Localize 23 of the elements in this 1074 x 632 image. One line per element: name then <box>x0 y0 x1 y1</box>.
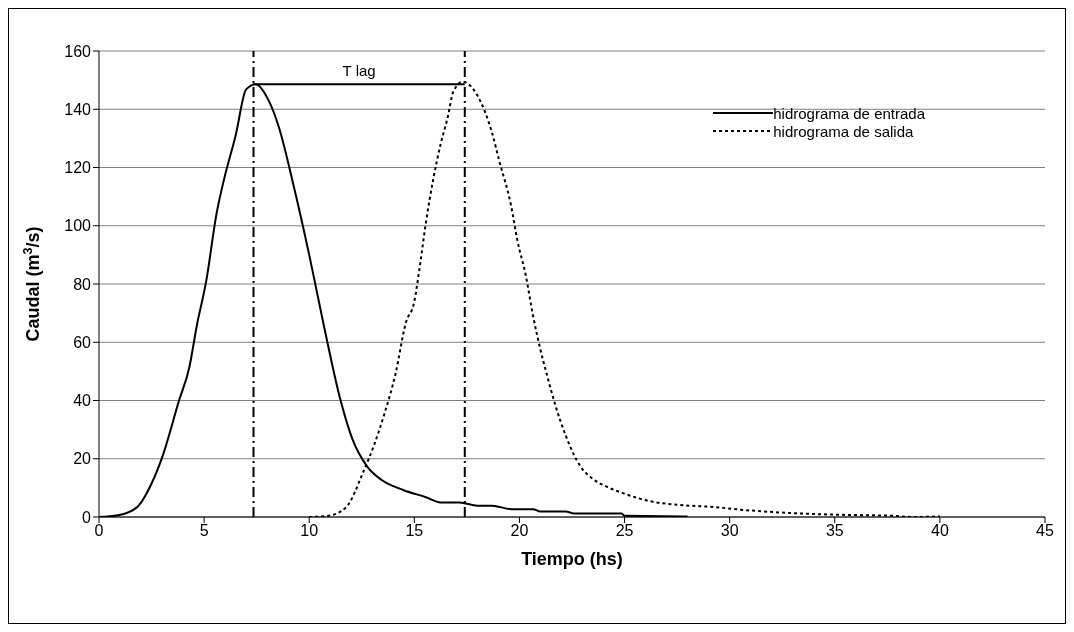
annotation: T lag <box>342 62 376 80</box>
y-tick-label: 120 <box>64 159 92 177</box>
y-tick-label: 60 <box>73 333 92 351</box>
x-tick-label: 20 <box>510 522 529 540</box>
y-tick-label: 100 <box>64 217 92 235</box>
y-tick-label: 80 <box>73 275 92 293</box>
y-tick-label: 40 <box>73 392 92 410</box>
x-tick-label: 35 <box>825 522 844 540</box>
y-tick-label: 140 <box>64 100 92 118</box>
x-tick-label: 0 <box>94 522 104 540</box>
x-tick-label: 40 <box>930 522 949 540</box>
y-tick-label: 0 <box>82 508 92 526</box>
y-tick-label: 160 <box>64 42 92 60</box>
x-tick-label: 15 <box>405 522 424 540</box>
legend-label: hidrograma de entrada <box>773 104 925 122</box>
x-tick-label: 30 <box>720 522 739 540</box>
x-tick-label: 5 <box>199 522 209 540</box>
x-tick-label: 25 <box>615 522 634 540</box>
legend-label: hidrograma de salida <box>773 122 914 140</box>
x-tick-label: 45 <box>1036 522 1054 540</box>
x-axis-title: Tiempo (hs) <box>521 549 623 569</box>
y-tick-label: 20 <box>73 450 92 468</box>
x-tick-label: 10 <box>300 522 319 540</box>
